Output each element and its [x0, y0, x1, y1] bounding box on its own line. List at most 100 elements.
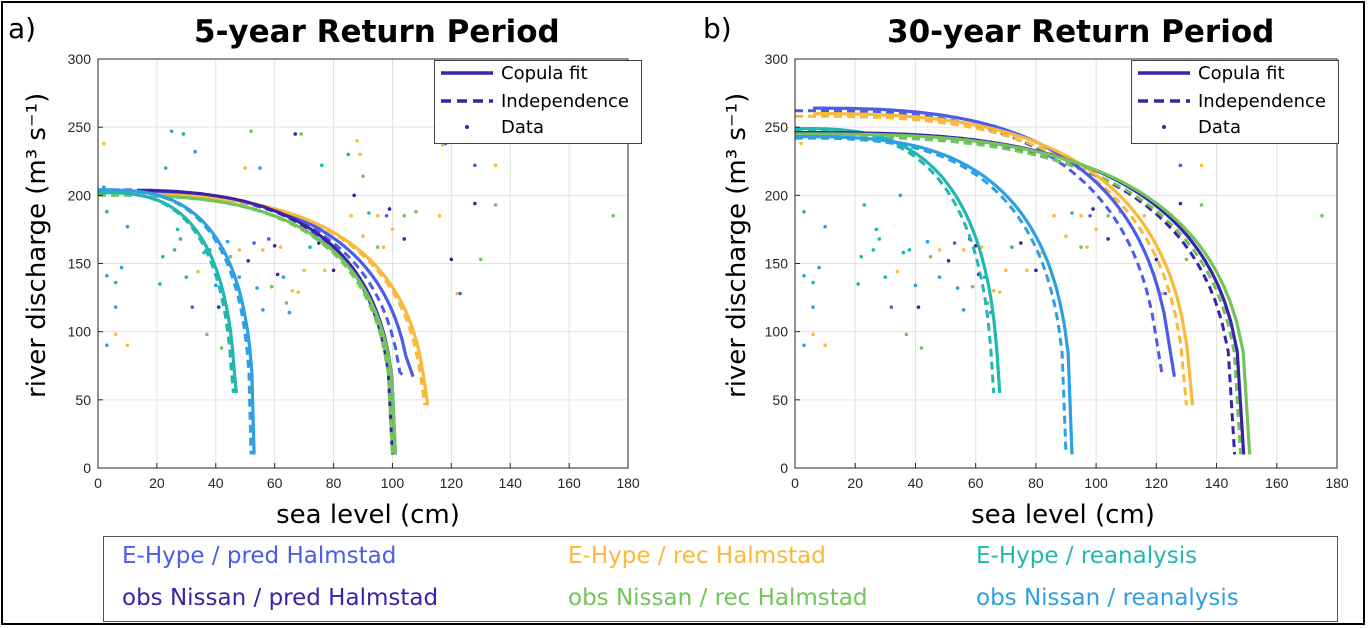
data-point — [172, 248, 177, 252]
data-point — [269, 284, 274, 289]
y-tick-label: 250 — [765, 119, 789, 135]
data-point — [272, 243, 277, 248]
data-point — [889, 305, 894, 309]
data-point — [1079, 213, 1083, 218]
data-point — [158, 282, 162, 286]
data-point — [266, 237, 271, 241]
data-point — [811, 332, 815, 337]
x-tick-label: 100 — [1084, 475, 1108, 491]
data-point — [317, 241, 321, 245]
data-point — [1064, 234, 1068, 239]
panel-label-a: a) — [8, 12, 37, 45]
legend-label: Data — [1198, 116, 1241, 138]
data-point — [381, 245, 386, 249]
data-point — [937, 248, 942, 252]
data-point — [361, 174, 365, 179]
copula-fit-curve — [156, 194, 397, 455]
legend-label: Data — [501, 116, 544, 138]
data-point — [225, 239, 230, 244]
legend-entry-data: Data — [435, 115, 544, 139]
data-point — [169, 129, 174, 134]
data-point — [1079, 245, 1083, 249]
legend-entry-data: Data — [1132, 115, 1241, 139]
data-point — [928, 254, 933, 259]
x-tick-label: 140 — [1205, 475, 1229, 491]
y-tick-label: 100 — [68, 324, 92, 340]
data-point — [102, 141, 106, 146]
data-point — [1163, 291, 1168, 296]
y-tick-label: 50 — [772, 392, 788, 408]
series-legend-ehype-reanalysis: E-Hype / reanalysis — [976, 543, 1198, 569]
copula-fit-curve — [795, 135, 1074, 455]
panel-a-ylabel: river discharge (m³ s⁻¹) — [22, 92, 52, 398]
data-point — [125, 224, 130, 229]
panel-b-plot: 0 20 40 60 80 100 120 140 160 180 0 50 100 150 200 250 3… — [765, 51, 1349, 491]
data-point — [302, 268, 306, 273]
x-tick-label: 180 — [1325, 475, 1349, 491]
data-point — [355, 139, 359, 143]
data-point — [113, 305, 118, 309]
data-point — [1160, 291, 1165, 296]
data-point — [895, 269, 900, 274]
data-point — [175, 227, 180, 232]
data-point — [970, 284, 975, 289]
data-point — [105, 273, 109, 278]
y-tick-label: 50 — [75, 392, 91, 408]
data-point — [1010, 245, 1014, 249]
data-point — [1199, 203, 1204, 207]
x-tick-label: 180 — [616, 475, 640, 491]
data-point — [414, 209, 418, 214]
data-point — [219, 346, 224, 350]
x-tick-label: 60 — [968, 475, 984, 491]
legend-label: Copula fit — [1198, 62, 1285, 84]
data-point — [1091, 207, 1095, 211]
panel-b-title: 30-year Return Period — [887, 14, 1275, 50]
data-point — [331, 268, 336, 273]
panel-a-title: 5-year Return Period — [194, 14, 560, 50]
copula-fit-curve — [98, 191, 238, 394]
data-point — [205, 332, 209, 337]
data-point — [925, 239, 930, 244]
x-tick-label: 100 — [381, 475, 405, 491]
data-point — [898, 193, 903, 198]
data-point — [458, 291, 462, 296]
data-point — [455, 291, 460, 296]
y-tick-label: 200 — [68, 187, 92, 203]
data-point — [859, 254, 864, 259]
copula-fit-curve — [813, 106, 1176, 377]
data-point — [287, 310, 292, 315]
data-point — [946, 258, 951, 263]
data-point — [249, 129, 253, 134]
x-tick-label: 160 — [557, 475, 581, 491]
data-point — [907, 248, 912, 252]
data-point — [243, 166, 248, 170]
data-point — [284, 301, 289, 305]
data-point — [178, 237, 183, 241]
data-point — [952, 241, 957, 245]
series-legend-ehype-pred: E-Hype / pred Halmstad — [122, 543, 397, 569]
data-point — [193, 149, 197, 154]
independence-curve — [795, 114, 1188, 406]
data-point — [358, 152, 362, 157]
data-point — [299, 132, 303, 136]
independence-curve — [795, 135, 1243, 455]
data-point — [1052, 213, 1056, 218]
data-point — [478, 257, 483, 262]
x-tick-label: 0 — [791, 475, 799, 491]
data-point — [1019, 241, 1023, 245]
data-point — [871, 248, 876, 252]
x-tick-label: 0 — [94, 475, 102, 491]
data-point — [387, 207, 392, 211]
data-point — [916, 305, 921, 309]
data-point — [246, 258, 250, 263]
panel-label-b: b) — [703, 12, 732, 45]
data-point — [473, 201, 477, 206]
data-point — [811, 280, 815, 285]
data-point — [1154, 257, 1159, 262]
copula-fit-curve — [813, 111, 1195, 406]
data-point — [322, 268, 327, 273]
data-point — [361, 234, 365, 239]
y-tick-label: 300 — [68, 51, 92, 67]
data-point — [1320, 213, 1324, 218]
